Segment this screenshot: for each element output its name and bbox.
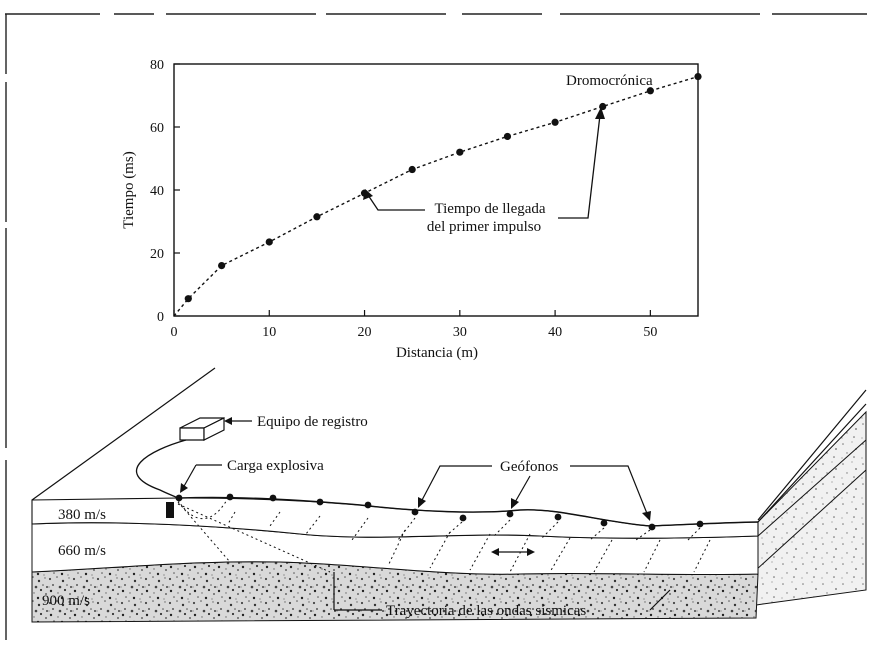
right-surface-edge [757,389,867,521]
velocity-label-layer-2: 660 m/s [58,543,106,559]
geophone [696,520,704,528]
explosive-arrowhead [180,483,188,493]
travel-time-chart: 0 20 40 60 80 0 10 20 30 40 50 Tiempo (ms) Distan… [121,58,702,361]
annotation-leader-left [367,194,425,211]
x-axis-title: Distancia (m) [396,345,478,361]
x-tick-label: 50 [643,325,657,340]
arrowhead-left [363,189,373,200]
y-tick-label: 80 [150,58,164,73]
x-axis-ticks: 0 10 20 30 40 50 [171,310,657,340]
data-point [265,238,273,246]
x-tick-label: 40 [548,325,562,340]
explosive-label: Carga explosiva [227,458,324,474]
ground-surface-plane [32,370,870,520]
velocity-label-layer-3: 900 m/s [42,593,90,609]
y-axis-ticks: 0 20 40 60 80 [150,58,180,325]
x-tick-label: 20 [358,325,372,340]
ray-path-leader-right [649,589,671,611]
geophones-arrowhead-left [418,497,426,508]
data-point [408,165,416,174]
data-point [218,262,226,270]
seismic-ray-paths [177,497,711,573]
ray-path-label: Trayectoria de las ondas sísmicas [386,603,586,619]
velocity-label-layer-1: 380 m/s [58,507,106,523]
geophone [175,494,183,502]
right-layer-boundary-1 [757,439,867,537]
data-point [646,87,654,95]
recording-equipment [179,417,225,441]
geophone [554,513,562,521]
annotation-line-2: del primer impulso [427,219,541,235]
right-surface-edge-2 [757,403,867,523]
y-tick-label: 20 [150,247,164,262]
data-point [313,213,321,221]
geophones [175,493,704,531]
geophones-arrowhead-mid [511,498,519,509]
geophone [226,493,234,501]
data-points [184,73,702,303]
geophones-leader-right [570,465,649,517]
y-tick-label: 60 [150,121,164,136]
refraction-arrowhead-right [527,548,535,556]
data-point [694,73,702,81]
data-point [551,118,559,126]
x-tick-label: 0 [171,325,178,340]
geophone [506,510,514,518]
geophones-label: Geófonos [500,459,558,475]
geophone [316,498,324,506]
travel-time-curve [173,75,699,317]
recorder-label: Equipo de registro [257,414,368,430]
geophones-leader-left [420,465,492,503]
geophones-arrowhead-right [642,511,651,521]
refraction-arrowhead-left [491,548,499,556]
seismic-cross-section: Equipo de registro Carga explosiva Geófo… [31,367,870,623]
x-tick-label: 30 [453,325,467,340]
y-axis-title: Tiempo (ms) [121,151,137,228]
geophone [648,523,656,531]
recorder-arrowhead [224,417,232,425]
geophone [600,519,608,527]
surface-back-edge [31,367,216,501]
geophones-leader-mid [513,475,531,505]
right-layer-boundary-2 [755,469,867,571]
geophone [411,508,419,516]
curve-label: Dromocrónica [566,73,653,89]
recording-cable [135,439,187,499]
data-point [456,148,464,156]
arrowhead-right [595,107,605,119]
plot-frame [173,63,699,317]
data-point [184,295,192,303]
y-tick-label: 0 [157,310,164,325]
annotation-leader-right [558,114,601,219]
data-point [503,132,512,141]
annotation-line-1: Tiempo de llegada [434,201,545,217]
x-tick-label: 10 [262,325,276,340]
y-tick-label: 40 [150,184,164,199]
explosive-charge [166,502,174,518]
geophone [269,494,277,502]
geophone [364,501,372,509]
page-frame [5,13,870,640]
explosive-leader-drop [182,464,197,489]
geophone [459,514,467,522]
